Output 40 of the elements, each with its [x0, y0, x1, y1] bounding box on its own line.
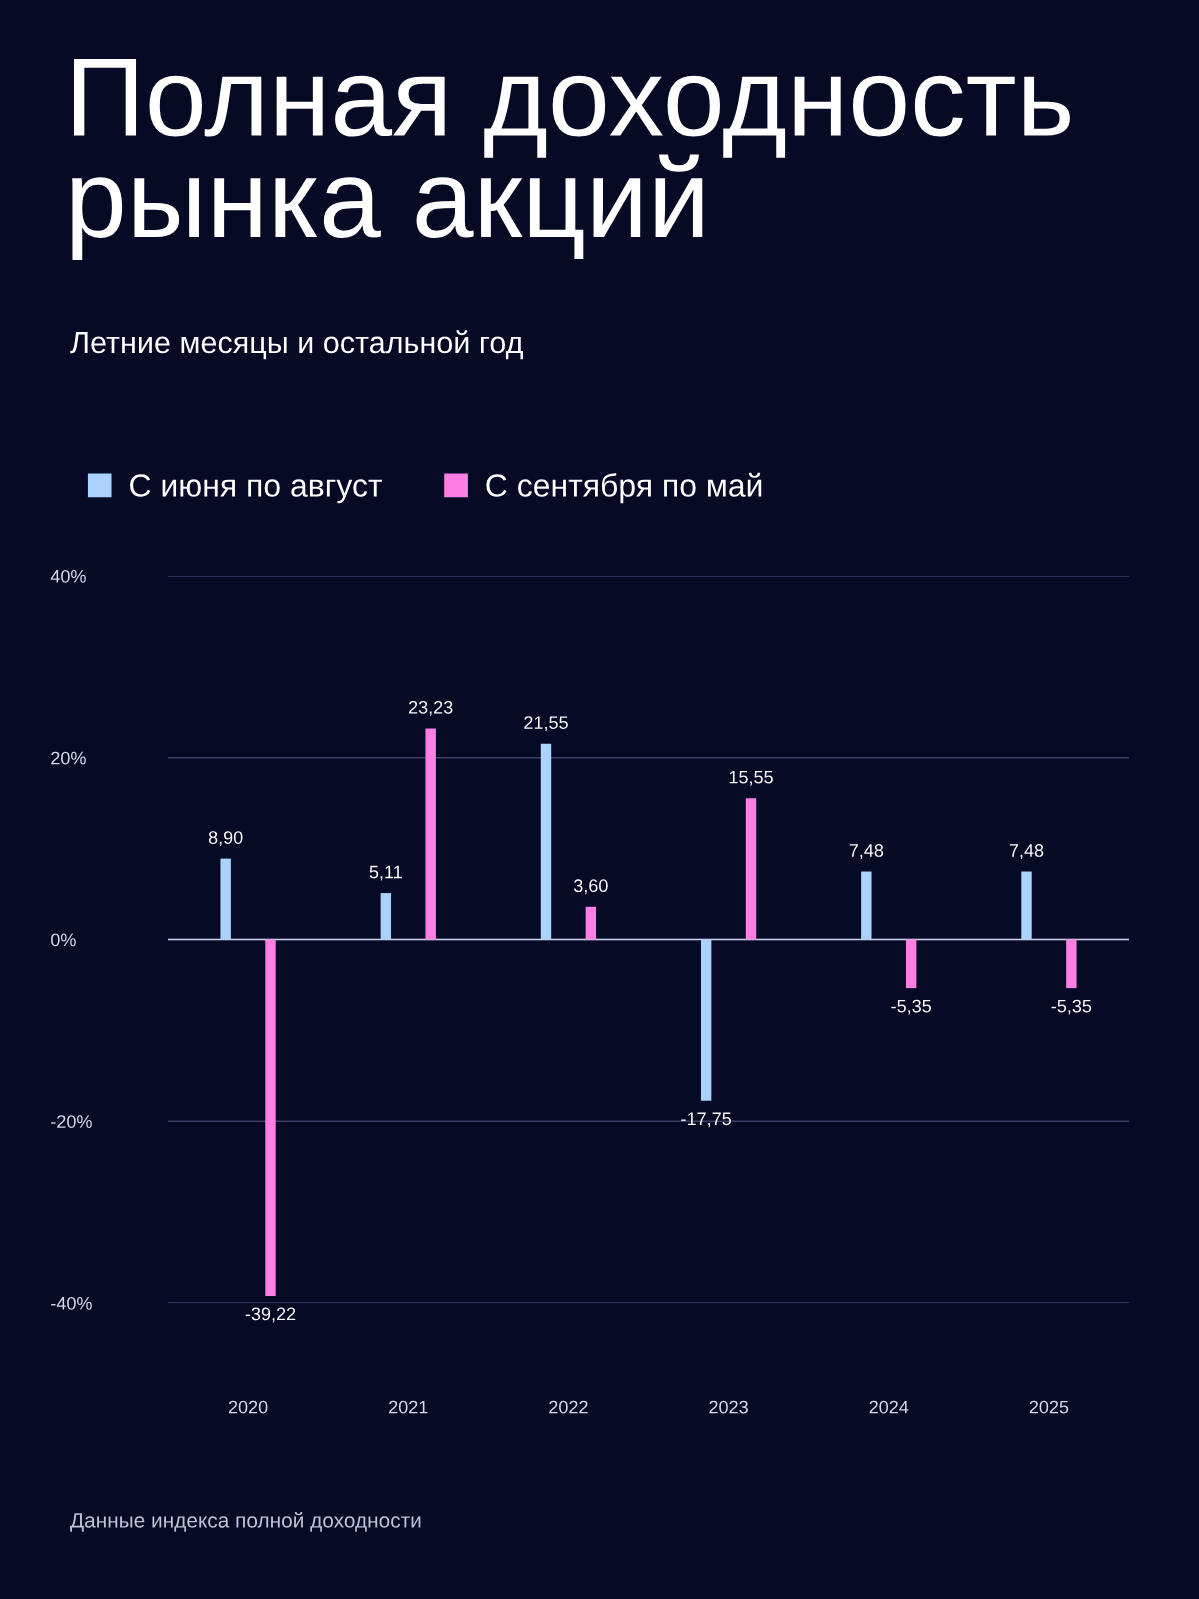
data-label: 3,60: [573, 879, 608, 895]
x-tick-label: 2022: [549, 1400, 588, 1414]
bar: [265, 939, 276, 1296]
data-label: 23,23: [408, 700, 453, 716]
legend-label: С июня по август: [130, 474, 383, 504]
bar: [585, 906, 597, 940]
x-tick-label: 2020: [228, 1400, 268, 1414]
bar: [220, 858, 231, 940]
data-label: -17,75: [681, 1112, 731, 1128]
bar: [1021, 871, 1032, 940]
bar: [540, 743, 552, 940]
y-tick-label: 0%: [51, 933, 76, 947]
bar: [425, 728, 436, 940]
data-label: -39,22: [245, 1307, 296, 1323]
y-tick-label: -20%: [51, 1115, 92, 1128]
data-label: 15,55: [729, 770, 773, 786]
x-tick-label: 2024: [869, 1400, 909, 1414]
data-label: 8,90: [208, 831, 243, 847]
data-label: -5,35: [891, 999, 931, 1015]
bar: [861, 871, 872, 940]
bar: [905, 939, 917, 989]
data-label: 21,55: [524, 716, 568, 732]
y-tick-label: 40%: [50, 569, 86, 583]
bar: [380, 893, 392, 940]
data-label: 7,48: [1009, 844, 1044, 859]
bar: [1066, 939, 1077, 989]
legend-label: С сентября по май: [486, 472, 762, 504]
chart-subtitle: Летние месяцы и остальной год: [70, 330, 523, 360]
chart-title: Полная доходность рынка акций: [72, 59, 1070, 260]
x-tick-label: 2021: [389, 1400, 428, 1414]
data-label: 5,11: [369, 865, 402, 881]
y-tick-label: -40%: [51, 1296, 92, 1310]
x-tick-label: 2025: [1029, 1400, 1069, 1414]
x-tick-label: 2023: [709, 1400, 748, 1414]
data-label: -5,35: [1051, 999, 1092, 1015]
text: Данные индекса полной доходности: [70, 1512, 421, 1532]
data-label: 7,48: [849, 844, 884, 859]
bar: [700, 939, 712, 1101]
bar: [745, 798, 757, 940]
y-tick-label: 20%: [51, 751, 86, 765]
